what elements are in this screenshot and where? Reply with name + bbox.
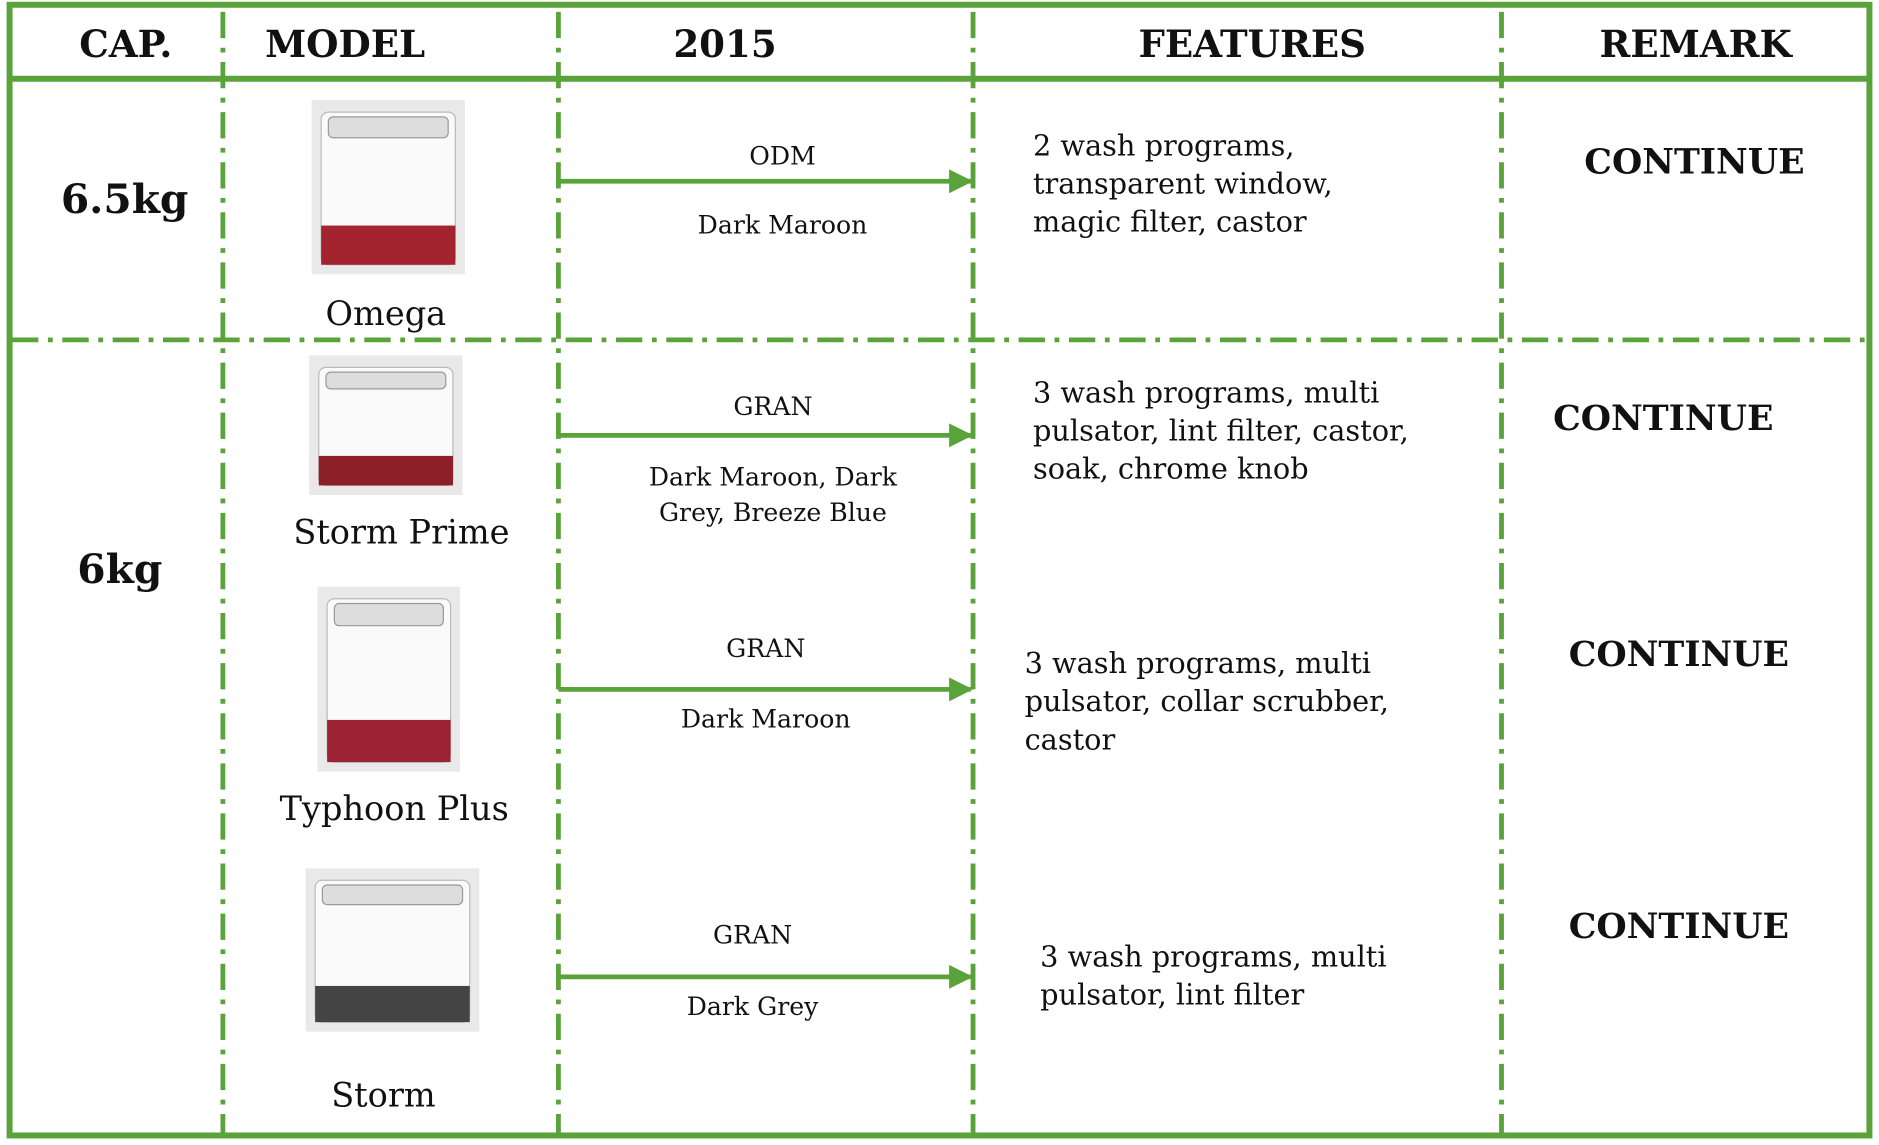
- feature-line: 3 wash programs, multi: [1040, 939, 1386, 973]
- header-cell: REMARK: [1600, 22, 1794, 66]
- model-name: Omega: [326, 294, 447, 333]
- header-cell: MODEL: [265, 22, 425, 66]
- model-name: Typhoon Plus: [280, 789, 509, 828]
- feature-line: transparent window,: [1033, 167, 1333, 201]
- machine-base: [318, 455, 453, 486]
- header-cell: 2015: [673, 22, 776, 66]
- machine-base: [327, 719, 451, 763]
- machine-lid: [325, 371, 447, 390]
- remark: CONTINUE: [1569, 634, 1789, 675]
- machine-lid: [333, 602, 444, 627]
- header-cell: CAP.: [79, 22, 172, 66]
- feature-line: castor: [1025, 722, 1116, 756]
- header-cell: FEATURES: [1139, 22, 1366, 66]
- source: GRAN: [713, 920, 792, 949]
- remark: CONTINUE: [1569, 906, 1789, 947]
- capacity: 6.5kg: [61, 175, 189, 223]
- source: GRAN: [733, 392, 812, 421]
- model-name: Storm Prime: [293, 512, 509, 551]
- machine-base: [315, 985, 470, 1023]
- feature-line: 3 wash programs, multi: [1025, 646, 1371, 680]
- machine-lid: [327, 116, 449, 139]
- feature-line: 2 wash programs,: [1033, 128, 1295, 162]
- source: GRAN: [726, 634, 805, 663]
- capacity: 6kg: [77, 545, 162, 593]
- color-option: Dark Maroon: [681, 704, 851, 733]
- feature-line: pulsator, lint filter, castor,: [1033, 413, 1409, 447]
- table-border: [6, 1, 1873, 1139]
- feature-line: magic filter, castor: [1033, 205, 1307, 239]
- machine-base: [321, 225, 456, 265]
- color-option: Grey, Breeze Blue: [659, 498, 887, 527]
- model-name: Storm: [331, 1075, 436, 1114]
- color-option: Dark Maroon, Dark: [649, 462, 898, 491]
- source: ODM: [749, 141, 816, 170]
- feature-line: pulsator, collar scrubber,: [1025, 684, 1389, 718]
- color-option: Dark Maroon: [698, 211, 868, 240]
- remark: CONTINUE: [1553, 398, 1773, 439]
- feature-line: soak, chrome knob: [1033, 452, 1309, 486]
- remark: CONTINUE: [1584, 142, 1804, 183]
- machine-lid: [321, 884, 464, 906]
- feature-line: 3 wash programs, multi: [1033, 375, 1379, 409]
- feature-line: pulsator, lint filter: [1040, 978, 1304, 1012]
- color-option: Dark Grey: [687, 992, 819, 1021]
